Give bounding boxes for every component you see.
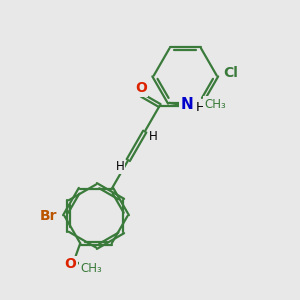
Text: CH₃: CH₃ [205,98,226,111]
Text: O: O [64,257,76,271]
Text: H: H [149,130,158,143]
Text: N: N [180,97,193,112]
Text: H: H [196,101,206,115]
Text: Cl: Cl [223,66,238,80]
Text: CH₃: CH₃ [80,262,102,275]
Text: Br: Br [40,209,58,223]
Text: H: H [116,160,124,173]
Text: O: O [135,82,147,95]
